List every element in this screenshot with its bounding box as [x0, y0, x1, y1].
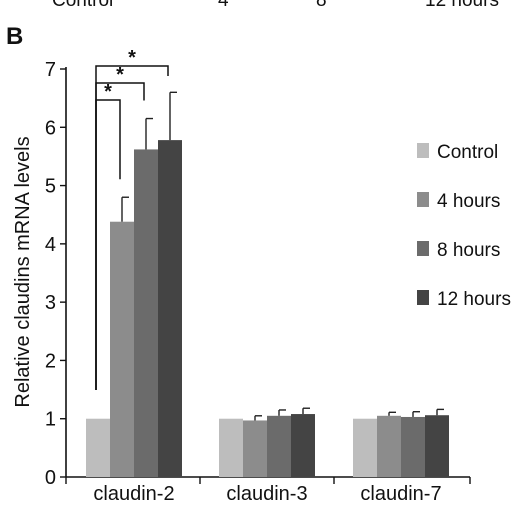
legend-label: Control — [437, 142, 498, 163]
significance-bracket — [95, 65, 169, 390]
bar — [291, 414, 315, 477]
cropped-label-8: 8 — [316, 0, 327, 11]
significance-star: * — [116, 64, 124, 86]
legend-swatch — [417, 290, 429, 305]
y-tick-label: 3 — [45, 292, 56, 314]
panel-label: B — [6, 23, 23, 50]
cropped-label-4: 4 — [218, 0, 229, 11]
legend-swatch — [417, 241, 429, 256]
bar — [243, 420, 267, 477]
bars — [86, 140, 449, 478]
y-tick-label: 7 — [45, 59, 56, 81]
x-tick-label: claudin-2 — [93, 483, 174, 505]
legend-swatch — [417, 192, 429, 207]
legend: Control 4 hours 8 hours 12 hours — [417, 142, 511, 310]
bar — [219, 418, 243, 477]
bar — [401, 416, 425, 477]
significance-brackets: *** — [95, 47, 169, 390]
legend-label: 12 hours — [437, 289, 511, 310]
y-tick-label: 2 — [45, 350, 56, 372]
error-bars — [121, 91, 444, 421]
cropped-label-control: Control — [52, 0, 113, 11]
bar — [86, 418, 110, 477]
significance-star: * — [128, 47, 136, 69]
y-axis-label: Relative claudins mRNA levels — [12, 136, 34, 407]
cropped-label-12-hours: 12 hours — [425, 0, 499, 11]
bar — [377, 415, 401, 477]
legend-label: 8 hours — [437, 240, 500, 261]
legend-swatch — [417, 143, 429, 158]
cropped-top-labels: Control 4 8 12 hours — [52, 0, 499, 11]
bar — [425, 415, 449, 477]
y-tick-label: 6 — [45, 117, 56, 139]
y-axis: 0 1 2 3 4 5 6 7 — [45, 59, 67, 489]
y-tick-label: 0 — [45, 467, 56, 489]
x-tick-label: claudin-3 — [226, 483, 307, 505]
y-tick-label: 4 — [45, 234, 56, 256]
bar — [158, 140, 182, 477]
x-tick-label: claudin-7 — [360, 483, 441, 505]
bar — [267, 415, 291, 477]
y-tick-label: 1 — [45, 409, 56, 431]
bar — [110, 221, 134, 477]
bar — [353, 418, 377, 477]
x-axis: claudin-2 claudin-3 claudin-7 — [65, 476, 471, 505]
bar — [134, 149, 158, 478]
legend-label: 4 hours — [437, 191, 500, 212]
y-tick-label: 5 — [45, 176, 56, 198]
significance-star: * — [104, 81, 112, 103]
